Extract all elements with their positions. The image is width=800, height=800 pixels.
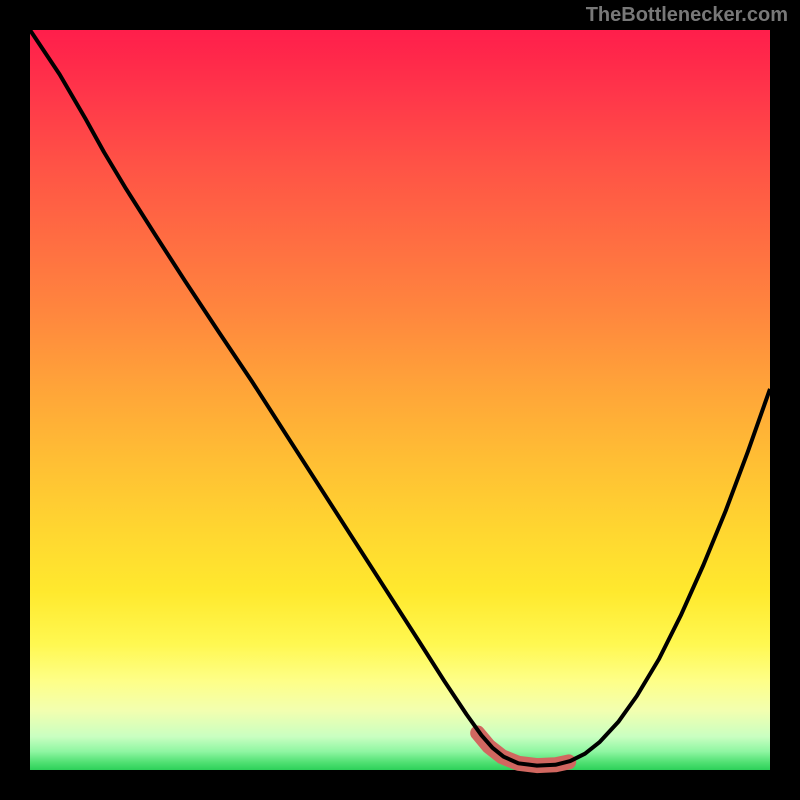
chart-svg [0,0,800,800]
chart-container: TheBottlenecker.com [0,0,800,800]
watermark-label: TheBottlenecker.com [586,4,788,27]
